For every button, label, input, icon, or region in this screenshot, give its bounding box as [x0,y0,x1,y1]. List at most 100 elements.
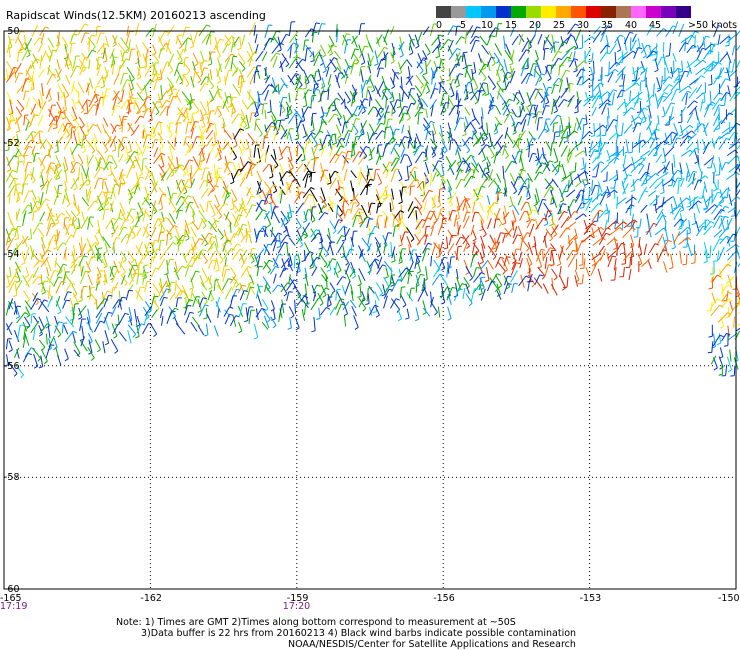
wind-barb-tick [726,235,731,239]
wind-barb [536,153,543,166]
wind-barb [630,178,639,188]
wind-barb [41,83,44,97]
wind-barb-tick [47,249,52,253]
wind-barb-tick [361,110,366,114]
wind-barb-tick [85,183,90,186]
wind-barb-tick [107,290,112,293]
wind-barb-tick [325,180,330,185]
wind-barb [702,142,710,155]
wind-barb [670,169,678,180]
wind-barb-tick [720,209,725,212]
wind-barb [111,105,117,117]
wind-barb [526,257,532,272]
wind-barb [623,250,633,261]
wind-barb [656,28,664,37]
wind-barb [694,123,702,132]
wind-barb [583,36,593,43]
wind-barb [535,188,540,202]
wind-barb [152,53,160,63]
wind-barb [558,137,564,148]
wind-barb-tick [621,263,626,265]
wind-barb [569,171,574,186]
wind-barb-tick [267,269,272,274]
wind-barb-tick [404,112,409,115]
wind-barb [489,99,494,109]
wind-barb [398,267,407,278]
wind-barb [22,275,30,288]
wind-barb-tick [245,147,250,151]
wind-barb-tick [285,63,290,68]
wind-barb [591,152,602,164]
wind-barb [88,244,96,257]
wind-barb [224,34,231,44]
wind-barb [729,301,733,311]
wind-barb-tick [392,137,397,141]
wind-barb-tick [268,193,273,196]
wind-barb [390,298,401,310]
wind-barb [79,125,87,139]
wind-barb [199,203,205,213]
wind-barb [237,76,240,86]
wind-barb [38,106,43,116]
wind-barb [478,63,485,75]
wind-barb [192,196,200,209]
wind-barb [608,174,617,182]
wind-barb-tick [70,234,75,238]
wind-barb [319,91,323,102]
wind-barb [423,120,432,132]
wind-barb [472,194,481,205]
wind-barb-tick [263,77,268,81]
wind-barb [93,177,100,190]
wind-barb [214,204,223,217]
wind-barb-tick [470,154,475,158]
wind-barb-tick [30,88,35,91]
wind-barb [512,92,520,102]
wind-barb [230,172,235,183]
wind-barb-tick [728,112,734,116]
wind-barb-tick [147,96,152,99]
wind-barb [623,219,635,229]
wind-barb [304,242,311,253]
wind-barb [102,96,105,107]
wind-barb [229,233,235,243]
wind-barb [687,177,697,188]
wind-barb-tick [558,57,563,61]
wind-barb [240,266,249,278]
wind-barb-tick [735,250,740,254]
wind-barb [462,157,471,169]
wind-barb [680,124,691,134]
wind-barb-tick [318,54,323,57]
wind-barb [583,94,594,102]
wind-barb-tick [526,232,531,235]
wind-barb [534,274,541,285]
wind-barb-tick [330,104,336,107]
wind-barb [736,59,740,68]
wind-barb-tick [183,191,188,195]
wind-barb [45,180,50,195]
wind-barb-tick [293,42,298,46]
wind-barb [599,248,607,261]
wind-barb [288,148,293,161]
wind-barb [94,156,101,169]
wind-barb-tick [71,170,76,174]
wind-barb [432,171,437,182]
wind-barb-tick [490,155,495,159]
wind-barb-tick [670,102,675,105]
wind-barb [686,100,695,109]
wind-barb [224,286,233,300]
wind-barb [649,45,658,54]
wind-barb [406,165,410,180]
wind-barb-tick [694,161,699,164]
wind-barb [503,256,508,267]
wind-barb-tick [590,234,595,239]
wind-barb-tick [108,294,113,297]
wind-barb-tick [180,195,185,199]
wind-barb [270,164,274,177]
wind-barb [81,165,87,177]
wind-barb [613,258,617,271]
wind-barb-tick [615,220,620,224]
wind-barb-tick [578,47,583,50]
wind-barb-tick [695,147,700,151]
wind-barb [256,248,265,260]
wind-barb [470,40,476,53]
